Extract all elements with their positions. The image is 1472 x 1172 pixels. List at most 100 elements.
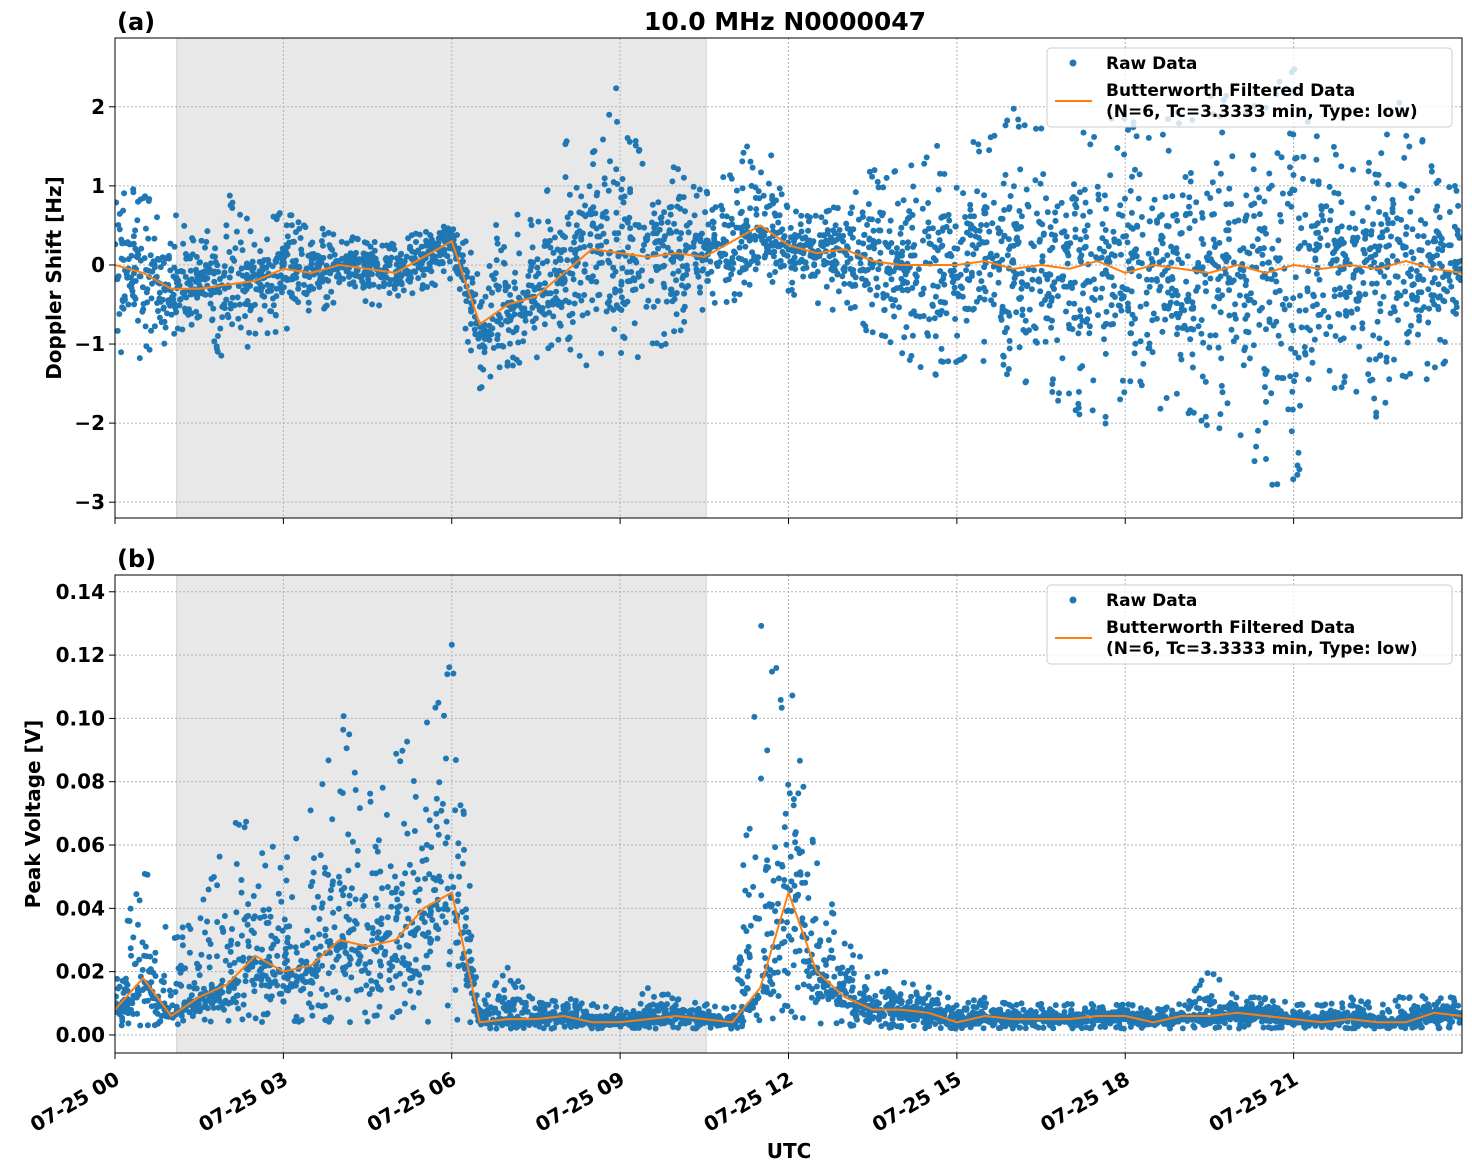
- raw-data-point: [1071, 300, 1078, 307]
- raw-data-point: [1165, 223, 1172, 230]
- raw-data-point: [182, 965, 189, 972]
- raw-data-point: [1290, 172, 1297, 178]
- raw-data-point: [1174, 331, 1180, 338]
- raw-data-point: [699, 267, 706, 274]
- raw-data-point: [1359, 325, 1366, 332]
- raw-data-point: [685, 282, 692, 289]
- raw-data-point: [413, 239, 419, 245]
- raw-data-point: [362, 961, 369, 968]
- raw-data-point: [515, 339, 522, 346]
- raw-data-point: [1365, 371, 1372, 378]
- raw-data-point: [1250, 152, 1257, 159]
- raw-data-point: [1039, 258, 1046, 265]
- raw-data-point: [1179, 260, 1185, 267]
- raw-data-point: [392, 873, 398, 880]
- raw-data-point: [1013, 309, 1020, 316]
- raw-data-point: [553, 288, 560, 295]
- raw-data-point: [875, 266, 882, 273]
- raw-data-point: [1101, 192, 1108, 199]
- raw-data-point: [1154, 217, 1160, 224]
- raw-data-point: [312, 945, 319, 952]
- raw-data-point: [268, 945, 275, 952]
- raw-data-point: [1415, 331, 1421, 338]
- raw-data-point: [489, 289, 496, 296]
- raw-data-point: [235, 1005, 242, 1012]
- raw-data-point: [787, 258, 794, 265]
- raw-data-point: [1063, 233, 1070, 240]
- raw-data-point: [227, 202, 234, 209]
- raw-data-point: [1342, 252, 1349, 259]
- raw-data-point: [966, 277, 973, 284]
- raw-data-point: [896, 304, 902, 311]
- raw-data-point: [1010, 183, 1017, 190]
- raw-data-point: [140, 306, 147, 313]
- raw-data-point: [655, 199, 662, 206]
- raw-data-point: [1388, 233, 1394, 240]
- raw-data-point: [256, 258, 263, 265]
- raw-data-point: [697, 289, 703, 296]
- raw-data-point: [214, 882, 221, 889]
- raw-data-point: [793, 208, 799, 215]
- raw-data-point: [867, 286, 874, 293]
- raw-data-point: [315, 966, 321, 973]
- raw-data-point: [740, 223, 747, 230]
- raw-data-point: [602, 1003, 609, 1010]
- raw-data-point: [192, 1008, 199, 1015]
- raw-data-point: [1377, 300, 1384, 307]
- raw-data-point: [207, 300, 214, 307]
- raw-data-point: [937, 170, 943, 177]
- raw-data-point: [709, 206, 716, 213]
- raw-data-point: [970, 305, 977, 312]
- raw-data-point: [212, 245, 219, 252]
- raw-data-point: [843, 220, 850, 227]
- raw-data-point: [293, 949, 300, 956]
- raw-data-point: [535, 218, 542, 225]
- raw-data-point: [162, 324, 169, 331]
- raw-data-point: [567, 346, 574, 353]
- raw-data-point: [1028, 286, 1035, 293]
- raw-data-point: [191, 980, 198, 986]
- raw-data-point: [541, 321, 548, 328]
- raw-data-point: [128, 274, 134, 281]
- raw-data-point: [421, 919, 428, 926]
- raw-data-point: [693, 192, 700, 199]
- raw-data-point: [386, 977, 393, 984]
- raw-data-point: [420, 272, 427, 279]
- raw-data-point: [305, 299, 312, 306]
- raw-data-point: [869, 301, 876, 308]
- raw-data-point: [561, 247, 568, 253]
- raw-data-point: [1063, 308, 1069, 315]
- raw-data-point: [442, 904, 449, 910]
- raw-data-point: [680, 306, 687, 313]
- raw-data-point: [1265, 259, 1272, 266]
- raw-data-point: [319, 900, 326, 907]
- raw-data-point: [886, 228, 893, 235]
- raw-data-point: [1410, 255, 1417, 262]
- raw-data-point: [663, 298, 670, 305]
- raw-data-point: [529, 298, 535, 305]
- raw-data-point: [1305, 376, 1312, 383]
- y-tick-label: 0.02: [56, 960, 105, 984]
- raw-data-point: [1323, 203, 1330, 210]
- raw-data-point: [1168, 243, 1175, 250]
- raw-data-point: [1256, 211, 1263, 218]
- raw-data-point: [1270, 322, 1277, 329]
- raw-data-point: [1407, 273, 1414, 280]
- raw-data-point: [1346, 224, 1353, 231]
- raw-data-point: [638, 283, 645, 290]
- raw-data-point: [402, 270, 408, 277]
- raw-data-point: [542, 280, 548, 287]
- raw-data-point: [1300, 153, 1307, 160]
- raw-data-point: [1403, 224, 1410, 230]
- raw-data-point: [371, 1012, 378, 1019]
- raw-data-point: [960, 190, 967, 197]
- raw-data-point: [685, 244, 692, 251]
- raw-data-point: [1332, 151, 1339, 158]
- raw-data-point: [134, 217, 141, 224]
- raw-data-point: [480, 366, 487, 373]
- raw-data-point: [428, 236, 435, 243]
- raw-data-point: [1173, 211, 1180, 218]
- raw-data-point: [240, 287, 247, 294]
- raw-data-point: [432, 282, 438, 289]
- raw-data-point: [1313, 133, 1320, 140]
